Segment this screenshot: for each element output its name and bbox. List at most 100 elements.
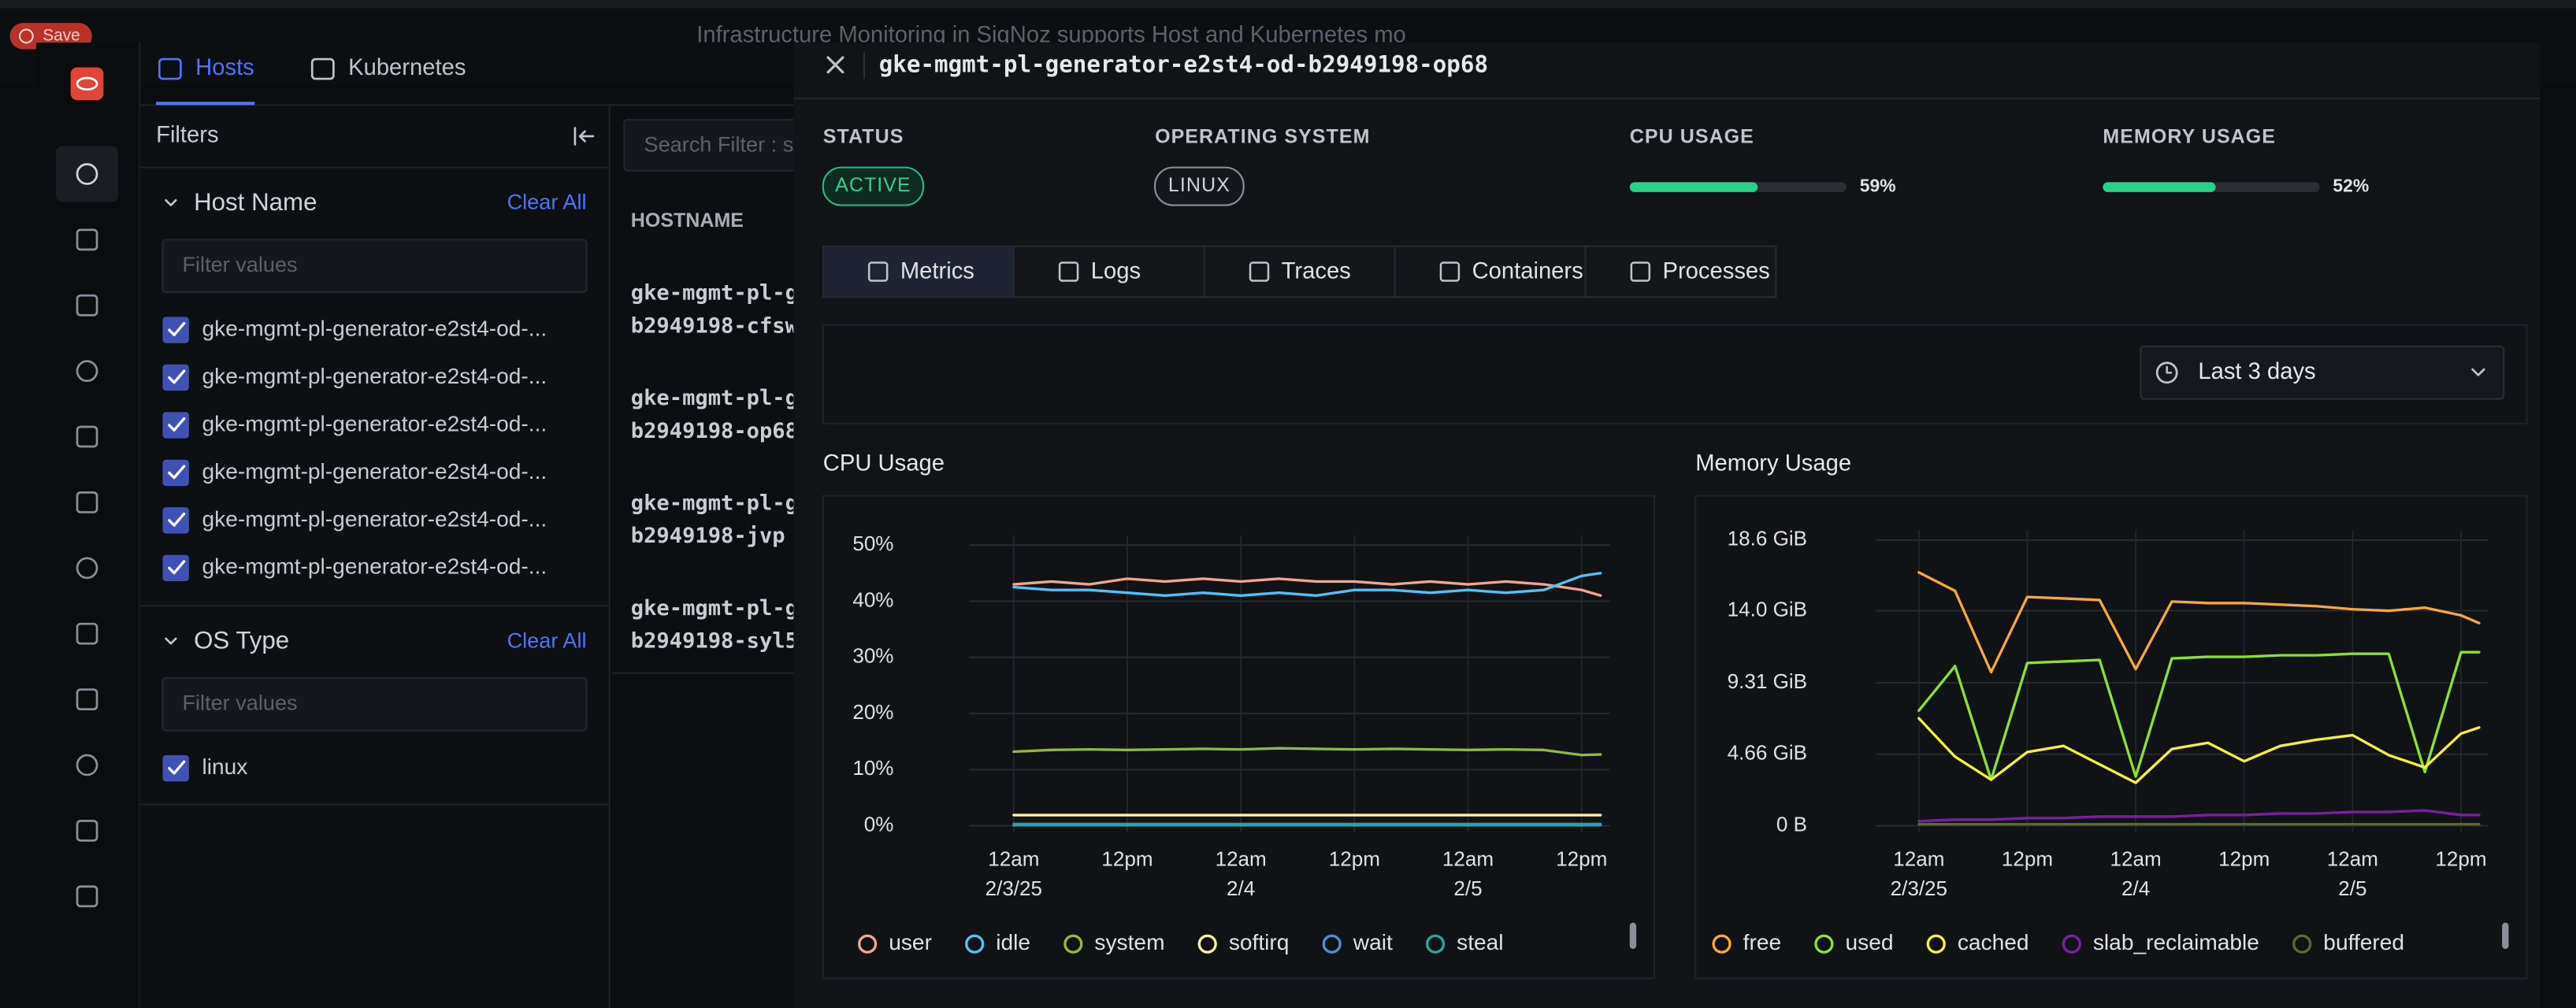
hostname-cell: gke-mgmt-pl-g xyxy=(631,386,798,410)
checkbox[interactable] xyxy=(162,459,189,487)
drawer-tab-icon xyxy=(1249,261,1270,282)
legend-label[interactable]: slab_reclaimable xyxy=(2093,930,2259,954)
nav-icon[interactable] xyxy=(76,228,98,251)
nav-selected xyxy=(55,146,119,202)
series-line xyxy=(1917,717,2481,784)
x-tick-label: 12pm xyxy=(1329,847,1380,870)
checkbox[interactable] xyxy=(162,364,189,391)
checkbox[interactable] xyxy=(162,317,189,343)
collapse-icon xyxy=(573,127,595,146)
nav-icon[interactable] xyxy=(76,688,98,710)
dropdown-chevron xyxy=(2471,368,2485,376)
y-tick-label: 40% xyxy=(852,587,893,611)
drawer-tab[interactable] xyxy=(1203,245,1396,298)
legend-label[interactable]: system xyxy=(1094,930,1164,954)
os-badge xyxy=(1154,166,1245,206)
checkbox[interactable] xyxy=(162,412,189,439)
hostname-cell: gke-mgmt-pl-g xyxy=(631,491,798,516)
x-tick-label: 12am 2/3/25 xyxy=(985,847,1042,900)
checkmark xyxy=(168,465,186,480)
nav-icon[interactable] xyxy=(76,425,98,448)
checkbox[interactable] xyxy=(162,507,189,534)
legend-label[interactable]: steal xyxy=(1457,930,1503,954)
x-tick-label: 12am 2/4 xyxy=(1216,847,1267,900)
legend-label[interactable]: cached xyxy=(1958,930,2029,954)
legend-label[interactable]: free xyxy=(1743,930,1781,954)
legend-swatch[interactable] xyxy=(1814,934,1834,954)
legend-swatch[interactable] xyxy=(1063,934,1083,954)
legend-swatch[interactable] xyxy=(1712,934,1732,954)
nav-icon[interactable] xyxy=(76,163,98,185)
time-range: Last 3 days xyxy=(2198,359,2315,384)
x-tick-label: 12am 2/3/25 xyxy=(1891,847,1947,900)
status-label: STATUS xyxy=(823,126,904,148)
nav-tab[interactable]: Kubernetes xyxy=(348,55,466,80)
tab-icon xyxy=(158,57,182,80)
nav-icon[interactable] xyxy=(76,294,98,317)
series-line xyxy=(1012,572,1602,597)
legend-label[interactable]: used xyxy=(1845,930,1893,954)
filter-item: gke-mgmt-pl-generator-e2st4-od-... xyxy=(202,459,547,484)
drawer-tab-label[interactable]: Traces xyxy=(1282,259,1351,284)
checkmark xyxy=(168,512,186,527)
nav-icon[interactable] xyxy=(76,491,98,513)
y-tick-label: 30% xyxy=(852,644,893,668)
legend-label[interactable]: softirq xyxy=(1229,930,1290,954)
table-area xyxy=(611,106,794,1008)
legend-swatch[interactable] xyxy=(1322,934,1342,954)
legend-label[interactable]: wait xyxy=(1353,930,1393,954)
drawer-tab-label[interactable]: Processes xyxy=(1662,259,1769,284)
filter-input[interactable] xyxy=(161,676,588,732)
nav-icon[interactable] xyxy=(76,360,98,383)
save-label: Save xyxy=(43,26,80,44)
logo-eye xyxy=(76,76,98,91)
checkmark xyxy=(168,560,186,575)
nav-icon[interactable] xyxy=(76,819,98,842)
legend-label[interactable]: buffered xyxy=(2323,930,2404,954)
nav-icon[interactable] xyxy=(76,557,98,580)
drawer-tab-icon xyxy=(1058,261,1079,282)
legend-swatch[interactable] xyxy=(965,934,985,954)
checkmark xyxy=(168,760,186,775)
legend-swatch[interactable] xyxy=(1926,934,1946,954)
hostname-cell: b2949198-syl5 xyxy=(631,629,798,654)
close-icon xyxy=(826,56,844,74)
nav-icon[interactable] xyxy=(76,622,98,645)
nav-icon[interactable] xyxy=(76,754,98,776)
y-tick-label: 50% xyxy=(852,532,893,555)
drawer-tab[interactable] xyxy=(822,245,1015,298)
checkbox[interactable] xyxy=(162,554,189,581)
drawer-tab[interactable] xyxy=(1394,245,1587,298)
time-dropdown[interactable] xyxy=(2140,345,2505,400)
drawer-tab[interactable] xyxy=(1584,245,1777,298)
clear-all[interactable]: Clear All xyxy=(507,628,587,652)
legend-label[interactable]: user xyxy=(889,930,932,954)
filter-input[interactable] xyxy=(161,239,588,294)
legend-label[interactable]: idle xyxy=(996,930,1030,954)
section-title: Host Name xyxy=(194,188,317,216)
filter-item: gke-mgmt-pl-generator-e2st4-od-... xyxy=(202,411,547,435)
nav-tab[interactable]: Hosts xyxy=(195,55,254,80)
drawer-tab-label[interactable]: Metrics xyxy=(900,259,974,284)
legend-swatch[interactable] xyxy=(858,934,878,954)
legend-swatch[interactable] xyxy=(1197,934,1217,954)
y-tick-label: 4.66 GiB xyxy=(1728,741,1807,765)
nav-icon[interactable] xyxy=(76,885,98,908)
legend-swatch[interactable] xyxy=(1425,934,1446,954)
legend-swatch[interactable] xyxy=(2292,934,2312,954)
checkmark xyxy=(168,322,186,336)
clear-all[interactable]: Clear All xyxy=(507,190,587,214)
filter-placeholder: Filter values xyxy=(182,690,297,714)
table-header: HOSTNAME xyxy=(631,209,744,232)
y-tick-label: 20% xyxy=(852,700,893,724)
x-tick-label: 12pm xyxy=(1556,847,1607,870)
checkbox[interactable] xyxy=(162,754,189,782)
drawer-tab-label[interactable]: Containers xyxy=(1472,259,1583,284)
checkmark xyxy=(168,417,186,432)
legend-swatch[interactable] xyxy=(2062,934,2081,954)
drawer-tab[interactable] xyxy=(1012,245,1205,298)
logo xyxy=(70,67,104,101)
y-tick-label: 0 B xyxy=(1776,812,1807,836)
drawer-tab-label[interactable]: Logs xyxy=(1091,259,1141,284)
